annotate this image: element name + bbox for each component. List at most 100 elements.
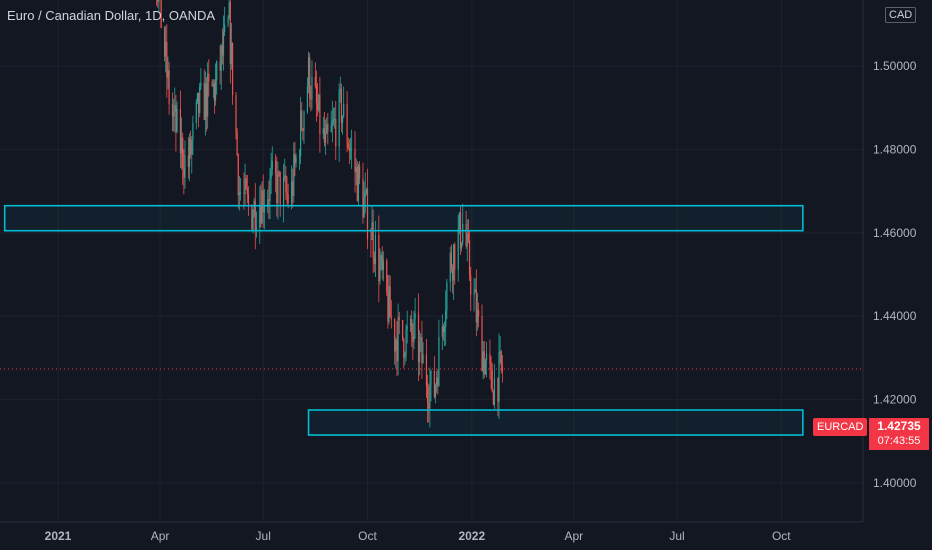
candle	[295, 153, 297, 168]
candle	[327, 113, 329, 145]
candle	[389, 275, 391, 318]
candle	[429, 367, 431, 428]
candle	[349, 137, 352, 160]
candle	[483, 340, 485, 379]
candle	[412, 323, 414, 361]
x-tick-label: 2022	[458, 529, 485, 543]
candle	[417, 293, 420, 382]
candle	[499, 336, 501, 364]
candle	[298, 149, 301, 171]
candle	[341, 115, 344, 135]
candle	[319, 76, 321, 153]
candle	[275, 153, 277, 193]
candle	[323, 112, 326, 147]
candle	[255, 211, 257, 238]
candle	[436, 370, 438, 394]
candle	[293, 142, 295, 203]
candle	[237, 153, 239, 209]
candle	[498, 333, 500, 419]
last-price-label: 1.42735 07:43:55	[869, 418, 929, 450]
candle	[166, 24, 168, 98]
candle	[351, 129, 353, 169]
y-tick-label: 1.48000	[873, 142, 917, 156]
zone-rectangle[interactable]	[3, 204, 804, 232]
candle	[286, 176, 288, 205]
candle	[426, 374, 429, 423]
candle	[252, 209, 254, 234]
candle	[167, 56, 169, 90]
x-tick-label: Oct	[358, 529, 377, 543]
last-price-value: 1.42735	[877, 419, 921, 433]
candle	[449, 246, 451, 292]
x-tick-label: Oct	[772, 529, 791, 543]
candle	[309, 53, 311, 108]
x-tick-label: Apr	[151, 529, 170, 543]
candle	[259, 186, 261, 245]
candle	[474, 278, 476, 293]
candle	[212, 79, 214, 99]
candle	[254, 183, 256, 250]
candle	[317, 82, 319, 117]
candle	[290, 165, 293, 210]
candle	[187, 136, 189, 179]
candle	[470, 266, 472, 312]
candle	[239, 178, 242, 201]
candle	[457, 215, 459, 282]
candle	[303, 109, 305, 144]
candle	[446, 278, 448, 320]
candle	[203, 69, 205, 121]
candle	[294, 142, 296, 177]
candle	[204, 71, 206, 136]
candle	[332, 107, 335, 126]
candle	[370, 228, 372, 258]
candle	[236, 127, 238, 157]
candle	[425, 338, 428, 399]
candle	[238, 175, 240, 211]
candle	[171, 92, 174, 132]
candle	[478, 302, 480, 328]
candle	[340, 83, 343, 133]
candle	[460, 242, 463, 252]
candle	[420, 333, 422, 353]
candle	[379, 248, 381, 285]
candle	[247, 186, 250, 216]
chart-title: Euro / Canadian Dollar, 1D, OANDA	[7, 8, 216, 23]
candle	[271, 146, 273, 176]
candle	[398, 311, 400, 335]
candle	[302, 127, 304, 141]
candle	[491, 362, 493, 393]
candle	[208, 59, 210, 97]
candle	[438, 319, 440, 387]
candle	[267, 189, 269, 214]
candle	[413, 310, 415, 350]
candle	[397, 303, 399, 376]
candle	[434, 383, 437, 404]
candle	[364, 172, 366, 214]
candle	[307, 51, 310, 94]
candle	[261, 181, 263, 224]
candle	[287, 183, 289, 209]
candle	[430, 369, 432, 402]
candle	[314, 62, 316, 89]
currency-badge[interactable]: CAD	[885, 7, 917, 23]
candle	[300, 96, 302, 165]
candle	[406, 310, 408, 344]
x-tick-label: Jul	[669, 529, 684, 543]
candle	[468, 230, 471, 281]
candle	[358, 161, 361, 185]
y-tick-label: 1.42000	[873, 393, 917, 407]
candle	[485, 341, 488, 378]
candle	[220, 43, 222, 90]
candle	[381, 246, 383, 280]
candle	[347, 137, 349, 150]
candle	[191, 135, 193, 174]
candle	[492, 389, 494, 406]
candle	[335, 101, 337, 161]
zone-rectangle[interactable]	[307, 409, 804, 436]
candle	[338, 83, 340, 163]
candle	[160, 0, 162, 29]
candle	[157, 0, 159, 8]
candle	[205, 76, 208, 132]
candle	[156, 0, 158, 6]
